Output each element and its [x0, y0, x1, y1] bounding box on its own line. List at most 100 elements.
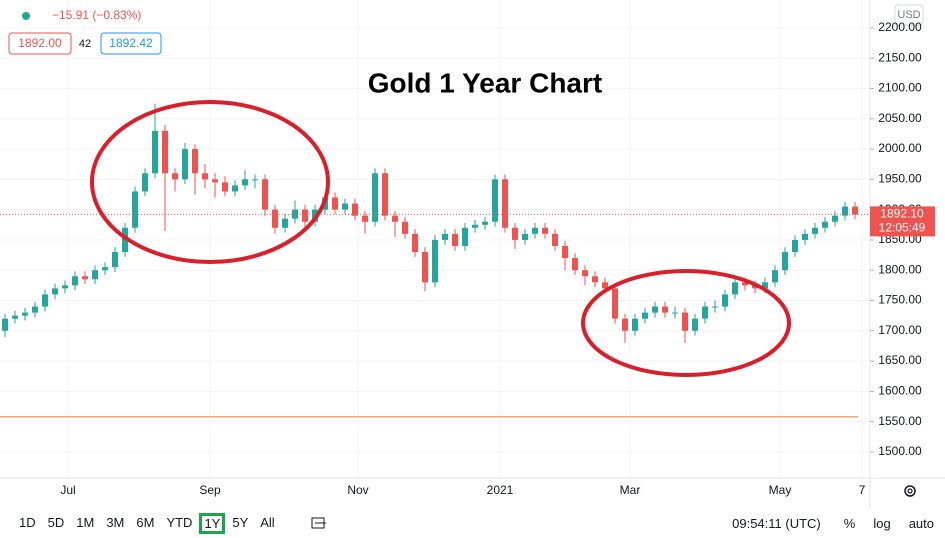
last-price-label: 1892.10 — [880, 207, 924, 221]
candle-body — [52, 288, 58, 295]
y-tick-label: 1600.00 — [878, 384, 922, 398]
candle-body — [492, 179, 498, 222]
candle-body — [462, 227, 468, 246]
candle-body — [732, 282, 738, 295]
candle-body — [112, 252, 118, 268]
candle-body — [332, 197, 338, 210]
y-tick-label: 2000.00 — [878, 141, 922, 155]
candle-body — [422, 252, 428, 283]
candle-body — [642, 312, 648, 319]
candle-body — [582, 270, 588, 277]
candle-body — [272, 209, 278, 228]
candle-body — [42, 294, 48, 307]
candle-body — [92, 270, 98, 280]
chart: −15.91 (−0.83%) 1892.00 42 1892.42 USD G… — [0, 0, 945, 508]
toolbar-button[interactable]: log — [873, 515, 891, 531]
y-tick-label: 1950.00 — [878, 171, 922, 185]
bid-box[interactable] — [8, 32, 72, 55]
candle-body — [502, 179, 508, 228]
candle-body — [432, 239, 438, 283]
candle-body — [782, 252, 788, 271]
toolbar-button[interactable]: 1Y — [199, 512, 226, 534]
bid: 1892.00 — [18, 36, 62, 50]
candle-body — [282, 218, 288, 228]
candle-body — [812, 227, 818, 234]
candle-body — [552, 233, 558, 246]
candle-body — [772, 270, 778, 283]
compare-icon[interactable] — [310, 515, 330, 531]
candle-body — [182, 149, 188, 180]
candle-body — [222, 182, 228, 192]
toolbar-button[interactable]: % — [843, 515, 856, 531]
candle-body — [832, 215, 838, 222]
candle-body — [612, 288, 618, 319]
x-tick-label: Sep — [199, 483, 221, 497]
y-tick-label: 1800.00 — [878, 262, 922, 276]
y-tick-label: 1550.00 — [878, 414, 922, 428]
candle-body — [302, 209, 308, 222]
scale-options: % log auto — [831, 514, 939, 533]
candle-body — [602, 282, 608, 289]
y-tick-label: 1750.00 — [878, 293, 922, 307]
candle-body — [352, 203, 358, 216]
toolbar-button[interactable]: 1M — [76, 514, 95, 530]
candle-body — [542, 227, 548, 234]
toolbar-button[interactable]: auto — [908, 515, 934, 531]
candle-body — [32, 306, 38, 313]
y-tick-label: 2050.00 — [878, 111, 922, 125]
candle-body — [132, 191, 138, 228]
candle-body — [382, 173, 388, 216]
candle-body — [572, 258, 578, 271]
chart-title: Gold 1 Year Chart — [368, 67, 602, 98]
candle-body — [242, 179, 248, 186]
y-tick-label: 2150.00 — [878, 50, 922, 64]
annotation-ellipse — [90, 100, 330, 264]
y-tick-label: 1500.00 — [878, 444, 922, 458]
x-tick-label: Jul — [60, 483, 75, 497]
toolbar-button[interactable]: 6M — [136, 514, 155, 530]
candle-body — [202, 173, 208, 180]
candle-body — [402, 221, 408, 234]
x-tick-label: 7 — [859, 483, 866, 497]
candle-body — [652, 306, 658, 313]
y-tick-label: 2200.00 — [878, 20, 922, 34]
ask: 1892.42 — [109, 36, 153, 50]
candle-body — [702, 306, 708, 319]
candle-body — [842, 206, 848, 216]
candle-body — [632, 318, 638, 331]
last-price-tag — [870, 206, 935, 237]
toolbar-button[interactable]: All — [260, 514, 275, 530]
candle-body — [162, 130, 168, 174]
candle-body — [452, 233, 458, 246]
settings-icon[interactable] — [904, 485, 916, 497]
toolbar-button[interactable]: 5D — [47, 514, 65, 530]
toolbar-button[interactable]: 3M — [106, 514, 125, 530]
change: −15.91 (−0.83%) — [52, 8, 141, 22]
candle-body — [512, 227, 518, 240]
x-tick-label: Mar — [620, 483, 641, 497]
candle-body — [762, 282, 768, 289]
grid — [0, 0, 870, 478]
toolbar-button[interactable]: YTD — [166, 514, 193, 530]
currency-box[interactable] — [894, 4, 924, 26]
candle-body — [742, 282, 748, 286]
currency: USD — [897, 9, 920, 21]
y-tick-label: 1700.00 — [878, 323, 922, 337]
x-tick-label: May — [769, 483, 792, 497]
ask-box[interactable] — [100, 32, 162, 55]
candle-body — [102, 267, 108, 271]
candle-body — [792, 239, 798, 253]
candle-body — [622, 318, 628, 331]
toolbar-button[interactable]: 5Y — [232, 514, 249, 530]
candle-body — [472, 224, 478, 228]
candle-body — [152, 130, 158, 174]
candle-body — [722, 294, 728, 307]
candle-body — [82, 276, 88, 280]
candle-body — [522, 233, 528, 240]
toolbar-button[interactable]: 1D — [19, 514, 36, 530]
candle-body — [72, 276, 78, 286]
candle-body — [712, 306, 718, 308]
y-tick-label: 1650.00 — [878, 353, 922, 367]
x-tick-label: Nov — [347, 483, 368, 497]
candle-body — [752, 285, 758, 289]
